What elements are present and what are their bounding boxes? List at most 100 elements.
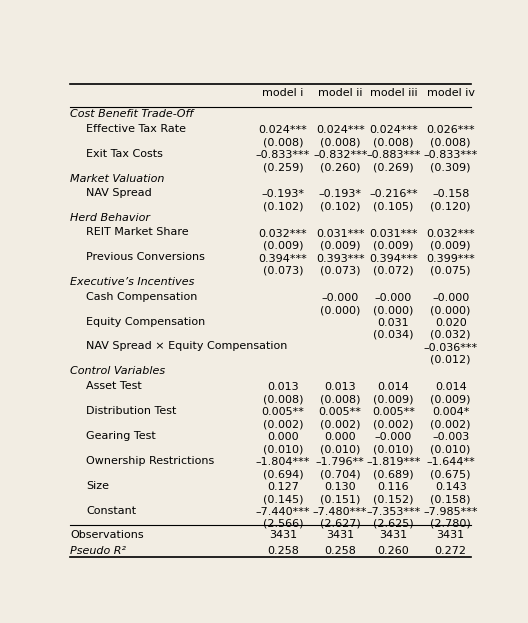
Text: 0.005**: 0.005** [261, 407, 304, 417]
Text: –0.216**: –0.216** [369, 189, 418, 199]
Text: (0.008): (0.008) [320, 137, 361, 147]
Text: 0.000: 0.000 [324, 432, 356, 442]
Text: (2.780): (2.780) [430, 519, 471, 529]
Text: (0.269): (0.269) [373, 162, 413, 172]
Text: 0.127: 0.127 [267, 482, 299, 492]
Text: 3431: 3431 [326, 531, 354, 541]
Text: –7.480***: –7.480*** [313, 507, 367, 517]
Text: 0.031***: 0.031*** [369, 229, 418, 239]
Text: Size: Size [87, 480, 109, 490]
Text: Distribution Test: Distribution Test [87, 406, 177, 416]
Text: (0.002): (0.002) [430, 419, 471, 429]
Text: (0.008): (0.008) [262, 394, 303, 404]
Text: 0.258: 0.258 [267, 546, 299, 556]
Text: Control Variables: Control Variables [70, 366, 165, 376]
Text: (0.704): (0.704) [320, 469, 361, 479]
Text: REIT Market Share: REIT Market Share [87, 227, 189, 237]
Text: 0.031***: 0.031*** [316, 229, 364, 239]
Text: 0.024***: 0.024*** [369, 125, 418, 135]
Text: –7.985***: –7.985*** [423, 507, 478, 517]
Text: 0.005**: 0.005** [319, 407, 362, 417]
Text: (0.032): (0.032) [430, 330, 471, 340]
Text: –0.000: –0.000 [432, 293, 469, 303]
Text: (0.008): (0.008) [430, 137, 471, 147]
Text: –7.353***: –7.353*** [366, 507, 420, 517]
Text: (0.260): (0.260) [320, 162, 361, 172]
Text: Cash Compensation: Cash Compensation [87, 292, 198, 302]
Text: Observations: Observations [70, 531, 144, 541]
Text: 0.272: 0.272 [435, 546, 467, 556]
Text: –0.036***: –0.036*** [423, 343, 478, 353]
Text: (0.102): (0.102) [262, 201, 303, 211]
Text: (0.075): (0.075) [430, 265, 471, 276]
Text: (0.010): (0.010) [263, 444, 303, 454]
Text: 0.013: 0.013 [267, 383, 299, 392]
Text: –1.804***: –1.804*** [256, 457, 310, 467]
Text: 0.013: 0.013 [324, 383, 356, 392]
Text: Herd Behavior: Herd Behavior [70, 213, 150, 223]
Text: 0.004*: 0.004* [432, 407, 469, 417]
Text: 3431: 3431 [437, 531, 465, 541]
Text: –0.000: –0.000 [322, 293, 359, 303]
Text: model iv: model iv [427, 88, 475, 98]
Text: –0.832***: –0.832*** [313, 150, 367, 160]
Text: 0.031: 0.031 [378, 318, 409, 328]
Text: model ii: model ii [318, 88, 362, 98]
Text: Effective Tax Rate: Effective Tax Rate [87, 124, 186, 134]
Text: (0.694): (0.694) [262, 469, 303, 479]
Text: (0.010): (0.010) [430, 444, 471, 454]
Text: Executive’s Incentives: Executive’s Incentives [70, 277, 194, 287]
Text: (0.009): (0.009) [320, 240, 361, 250]
Text: (2.627): (2.627) [320, 519, 361, 529]
Text: (0.002): (0.002) [320, 419, 361, 429]
Text: (2.566): (2.566) [262, 519, 303, 529]
Text: 0.026***: 0.026*** [426, 125, 475, 135]
Text: –0.833***: –0.833*** [256, 150, 310, 160]
Text: 0.394***: 0.394*** [259, 254, 307, 264]
Text: (0.008): (0.008) [320, 394, 361, 404]
Text: model i: model i [262, 88, 304, 98]
Text: 3431: 3431 [379, 531, 408, 541]
Text: –1.644**: –1.644** [426, 457, 475, 467]
Text: 0.130: 0.130 [324, 482, 356, 492]
Text: Asset Test: Asset Test [87, 381, 142, 391]
Text: 0.032***: 0.032*** [259, 229, 307, 239]
Text: –0.883***: –0.883*** [366, 150, 420, 160]
Text: (0.072): (0.072) [373, 265, 413, 276]
Text: 0.000: 0.000 [267, 432, 299, 442]
Text: –0.003: –0.003 [432, 432, 469, 442]
Text: 0.020: 0.020 [435, 318, 467, 328]
Text: Pseudo R²: Pseudo R² [70, 546, 126, 556]
Text: (0.105): (0.105) [373, 201, 413, 211]
Text: (0.073): (0.073) [262, 265, 303, 276]
Text: Previous Conversions: Previous Conversions [87, 252, 205, 262]
Text: (0.145): (0.145) [262, 494, 303, 504]
Text: NAV Spread: NAV Spread [87, 188, 152, 198]
Text: 0.393***: 0.393*** [316, 254, 364, 264]
Text: –0.000: –0.000 [375, 432, 412, 442]
Text: 0.399***: 0.399*** [426, 254, 475, 264]
Text: Gearing Test: Gearing Test [87, 430, 156, 440]
Text: (0.000): (0.000) [373, 305, 413, 315]
Text: –0.833***: –0.833*** [423, 150, 478, 160]
Text: 0.116: 0.116 [378, 482, 409, 492]
Text: (0.152): (0.152) [373, 494, 413, 504]
Text: (0.002): (0.002) [373, 419, 413, 429]
Text: (0.151): (0.151) [320, 494, 360, 504]
Text: (0.689): (0.689) [373, 469, 413, 479]
Text: (0.009): (0.009) [373, 394, 413, 404]
Text: (0.009): (0.009) [430, 240, 471, 250]
Text: (0.010): (0.010) [373, 444, 413, 454]
Text: (2.625): (2.625) [373, 519, 413, 529]
Text: (0.008): (0.008) [373, 137, 413, 147]
Text: (0.010): (0.010) [320, 444, 360, 454]
Text: 0.005**: 0.005** [372, 407, 415, 417]
Text: 0.143: 0.143 [435, 482, 467, 492]
Text: Exit Tax Costs: Exit Tax Costs [87, 149, 163, 159]
Text: (0.009): (0.009) [373, 240, 413, 250]
Text: –1.819***: –1.819*** [366, 457, 420, 467]
Text: Equity Compensation: Equity Compensation [87, 316, 206, 326]
Text: Market Valuation: Market Valuation [70, 174, 164, 184]
Text: 0.258: 0.258 [324, 546, 356, 556]
Text: –0.193*: –0.193* [261, 189, 304, 199]
